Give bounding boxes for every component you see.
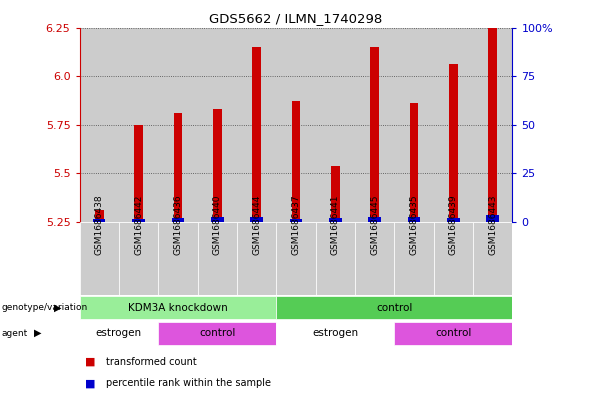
Text: estrogen: estrogen [312, 328, 358, 338]
Text: GSM1686440: GSM1686440 [213, 194, 222, 255]
Bar [331, 165, 340, 222]
Text: control: control [435, 328, 472, 338]
Bar [410, 103, 418, 222]
Bar [368, 217, 381, 222]
Bar [290, 219, 302, 222]
Bar [237, 222, 276, 295]
Text: control: control [199, 328, 236, 338]
Text: GSM1686439: GSM1686439 [449, 194, 458, 255]
Text: agent: agent [1, 329, 28, 338]
Bar [119, 28, 158, 222]
Bar [93, 219, 105, 222]
Text: GSM1686441: GSM1686441 [331, 194, 340, 255]
Bar [237, 28, 276, 222]
Bar [487, 215, 499, 222]
Text: GSM1686445: GSM1686445 [370, 194, 379, 255]
Bar [276, 28, 316, 222]
Bar [174, 113, 182, 222]
Text: GSM1686438: GSM1686438 [95, 194, 104, 255]
Bar [119, 222, 158, 295]
Bar [197, 222, 237, 295]
Bar [211, 217, 224, 222]
Bar [292, 101, 300, 222]
Bar [252, 47, 261, 222]
Bar [158, 222, 197, 295]
Bar [80, 296, 276, 319]
Text: GSM1686435: GSM1686435 [409, 194, 419, 255]
Bar [395, 222, 434, 295]
Bar [355, 28, 395, 222]
Bar [134, 125, 143, 222]
Title: GDS5662 / ILMN_1740298: GDS5662 / ILMN_1740298 [209, 12, 383, 25]
Text: genotype/variation: genotype/variation [1, 303, 87, 312]
Bar [316, 28, 355, 222]
Text: estrogen: estrogen [96, 328, 142, 338]
Bar [171, 218, 184, 222]
Bar [80, 222, 119, 295]
Bar [395, 28, 434, 222]
Bar [158, 321, 276, 345]
Text: transformed count: transformed count [106, 356, 197, 367]
Bar [434, 222, 473, 295]
Bar [447, 218, 459, 222]
Bar [133, 219, 145, 222]
Bar [276, 296, 512, 319]
Text: ▶: ▶ [54, 303, 62, 312]
Bar [408, 217, 421, 222]
Bar [355, 222, 395, 295]
Bar [158, 28, 197, 222]
Bar [473, 28, 512, 222]
Text: ■: ■ [85, 356, 96, 367]
Text: KDM3A knockdown: KDM3A knockdown [128, 303, 228, 312]
Text: percentile rank within the sample: percentile rank within the sample [106, 378, 271, 388]
Bar [329, 218, 342, 222]
Bar [473, 222, 512, 295]
Bar [370, 47, 379, 222]
Bar [449, 64, 458, 222]
Bar [395, 321, 512, 345]
Bar [276, 222, 316, 295]
Bar [250, 217, 263, 222]
Bar [316, 222, 355, 295]
Text: control: control [376, 303, 412, 312]
Bar [80, 28, 119, 222]
Bar [95, 210, 104, 222]
Bar [213, 109, 221, 222]
Text: ▶: ▶ [34, 328, 41, 338]
Text: GSM1686437: GSM1686437 [292, 194, 300, 255]
Text: GSM1686442: GSM1686442 [134, 195, 143, 255]
Bar [80, 321, 158, 345]
Text: GSM1686443: GSM1686443 [488, 194, 497, 255]
Text: GSM1686444: GSM1686444 [252, 195, 261, 255]
Bar [276, 321, 395, 345]
Text: GSM1686436: GSM1686436 [173, 194, 183, 255]
Bar [197, 28, 237, 222]
Bar [434, 28, 473, 222]
Text: ■: ■ [85, 378, 96, 388]
Bar [488, 28, 497, 222]
